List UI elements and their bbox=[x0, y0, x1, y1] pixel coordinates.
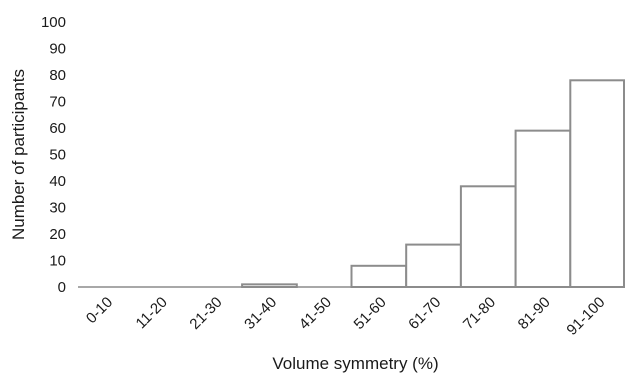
x-tick-label: 31-40 bbox=[241, 294, 280, 333]
bar-51-60 bbox=[350, 264, 408, 288]
y-tick-label: 40 bbox=[49, 173, 66, 190]
y-tick-label: 80 bbox=[49, 67, 66, 84]
x-tick-label: 51-60 bbox=[351, 294, 390, 333]
y-tick-label: 90 bbox=[49, 41, 66, 58]
x-axis-ticks: 0-10 11-20 21-30 31-40 41-50 51-60 61-70 71-80 8… bbox=[83, 294, 609, 339]
bar-91-100 bbox=[569, 79, 625, 288]
y-tick-label: 70 bbox=[49, 94, 66, 111]
y-tick-label: 30 bbox=[49, 200, 66, 217]
x-tick-label: 21-30 bbox=[186, 294, 225, 333]
bar-71-80 bbox=[459, 185, 517, 288]
bar-61-70 bbox=[405, 243, 462, 289]
y-tick-label: 10 bbox=[49, 253, 66, 270]
x-tick-label: 61-70 bbox=[405, 294, 444, 333]
x-axis-title: Volume symmetry (%) bbox=[272, 354, 438, 373]
y-tick-label: 20 bbox=[49, 226, 66, 243]
y-tick-label: 60 bbox=[49, 120, 66, 137]
y-tick-label: 50 bbox=[49, 147, 66, 164]
y-tick-label: 0 bbox=[58, 279, 66, 296]
y-axis-title: Number of participants bbox=[9, 69, 28, 240]
x-tick-label: 0-10 bbox=[83, 294, 116, 327]
y-axis-ticks: 0 10 20 30 40 50 60 70 80 90 100 bbox=[41, 14, 66, 296]
bar-81-90 bbox=[514, 129, 572, 288]
bars bbox=[241, 79, 625, 289]
x-tick-label: 41-50 bbox=[296, 294, 335, 333]
x-tick-label: 91-100 bbox=[563, 294, 608, 339]
x-tick-label: 11-20 bbox=[133, 294, 171, 332]
y-tick-label: 100 bbox=[41, 14, 66, 31]
x-tick-label: 81-90 bbox=[515, 294, 554, 333]
x-tick-label: 71-80 bbox=[460, 294, 499, 333]
